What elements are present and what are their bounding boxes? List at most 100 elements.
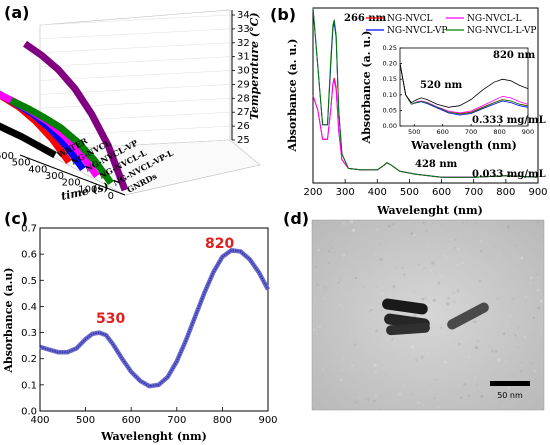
inset-y-tick: 0.15 xyxy=(383,75,397,83)
panel-c-x-tick: 900 xyxy=(258,415,277,426)
tem-grain xyxy=(520,256,524,260)
panel-c-spectrum xyxy=(39,249,269,388)
tem-grain xyxy=(448,246,452,250)
inset-xlabel: Wavelength (nm) xyxy=(410,139,517,152)
panel-b-x-tick: 600 xyxy=(432,187,451,198)
tem-grain xyxy=(499,335,501,338)
tem-grain xyxy=(312,328,316,331)
panel-b-annotation-428: 428 nm xyxy=(415,159,458,170)
tem-grain xyxy=(488,344,491,347)
inset-y-tick: 0.25 xyxy=(383,44,397,52)
tem-grain xyxy=(516,229,518,231)
tem-grain xyxy=(363,285,366,288)
tem-grain xyxy=(316,278,318,280)
tem-grain xyxy=(351,228,356,233)
tem-grain xyxy=(417,401,420,404)
tem-grain xyxy=(412,377,415,380)
tem-grain xyxy=(456,289,460,293)
panel-a-gridline xyxy=(39,84,231,95)
inset-ylabel: Absorbance (a. u.) xyxy=(360,31,373,145)
panel-b-x-tick: 400 xyxy=(368,187,387,198)
tem-grain xyxy=(459,396,463,399)
panel-a-temp-tick: 32 xyxy=(237,38,250,49)
tem-grain xyxy=(342,355,346,359)
tem-grain xyxy=(503,253,505,256)
tem-grain xyxy=(421,343,424,346)
panel-c-y-tick: 0.6 xyxy=(21,250,37,261)
tem-grain xyxy=(373,399,376,402)
tem-grain xyxy=(354,276,358,280)
inset-x-tick: 500 xyxy=(408,128,420,136)
panel-a-temp-tick: 28 xyxy=(237,93,250,104)
tem-grain xyxy=(512,374,516,378)
tem-grain xyxy=(494,224,496,227)
panel-a-temp-ticks: 25 26 27 28 29 30 31 32 33 34 xyxy=(232,10,250,146)
tem-grain xyxy=(404,271,405,273)
tem-grain xyxy=(425,351,430,355)
tem-grain xyxy=(427,303,430,306)
scale-bar-label: 50 nm xyxy=(497,391,523,400)
panel-a-temp-tick: 31 xyxy=(237,52,250,63)
tem-grain xyxy=(423,266,426,270)
tem-grain xyxy=(463,234,465,237)
inset-series-gnrds xyxy=(399,63,529,108)
tem-grain xyxy=(461,261,464,265)
tem-grain xyxy=(458,294,460,297)
tem-grain xyxy=(391,222,395,226)
tem-grain xyxy=(515,397,519,401)
tem-grain xyxy=(367,322,370,325)
panel-b-xlabel: Wavelenght (nm) xyxy=(376,204,483,217)
panel-b-x-tick: 700 xyxy=(464,187,483,198)
tem-grain xyxy=(410,231,414,236)
tem-grain xyxy=(505,399,508,402)
tem-grain xyxy=(373,363,377,367)
tem-grain xyxy=(425,229,428,232)
tem-grain xyxy=(475,383,479,387)
tem-grain xyxy=(315,266,317,268)
tem-grain xyxy=(432,298,437,302)
tem-grain xyxy=(417,263,420,266)
tem-grain xyxy=(333,359,335,362)
tem-grain xyxy=(420,355,425,359)
tem-grain xyxy=(535,274,538,276)
panel-a: 0 100200300400500600 25 26 27 28 29 30 31 32 33 34… xyxy=(0,3,261,203)
panel-c-x-tick: 500 xyxy=(76,415,95,426)
tem-grain xyxy=(439,316,442,319)
panel-a-time-tick: 500 xyxy=(12,158,31,169)
tem-texture xyxy=(312,219,543,410)
tem-grain xyxy=(491,349,494,353)
tem-grain xyxy=(514,333,517,337)
tem-grain xyxy=(327,250,331,253)
panel-a-temp-tick: 27 xyxy=(237,107,250,118)
panel-c-x-tick: 700 xyxy=(167,415,186,426)
inset-annotation-conc: 0.333 mg/mL xyxy=(472,115,546,126)
tem-grain xyxy=(390,351,394,355)
inset-y-tick: 0.00 xyxy=(383,122,397,130)
tem-grain xyxy=(529,281,533,285)
tem-grain xyxy=(341,253,346,257)
tem-grain xyxy=(322,368,324,370)
panel-c-x-tick: 600 xyxy=(122,415,141,426)
tem-grain xyxy=(353,343,357,346)
tem-grain xyxy=(316,283,319,287)
tem-grain xyxy=(315,284,317,286)
tem-grain xyxy=(517,307,519,309)
tem-grain xyxy=(412,290,416,294)
nanorod-3 xyxy=(386,322,430,336)
tem-grain xyxy=(375,329,378,333)
panel-c-xlabel: Wavelenght (nm) xyxy=(100,430,207,443)
panel-b: 200 300 400 500 600 700 800 900 Wavelenght (nm)… xyxy=(270,5,548,217)
panel-a-time-ticks: 0 100200300400500600 xyxy=(0,151,114,202)
nanorod-4 xyxy=(447,302,489,330)
tem-grain xyxy=(376,228,379,231)
legend-ng-nvcl-l: NG-NVCL-L xyxy=(467,14,522,24)
tem-grain xyxy=(339,256,341,258)
tem-grain xyxy=(354,380,358,384)
tem-grain xyxy=(334,260,336,262)
tem-grain xyxy=(524,295,527,298)
tem-grain xyxy=(379,243,382,245)
tem-grain xyxy=(456,264,460,267)
tem-grain xyxy=(411,393,413,395)
tem-grain xyxy=(534,335,537,339)
panel-c-x-ticks: 400 500 600 700 800 900 xyxy=(30,407,278,426)
